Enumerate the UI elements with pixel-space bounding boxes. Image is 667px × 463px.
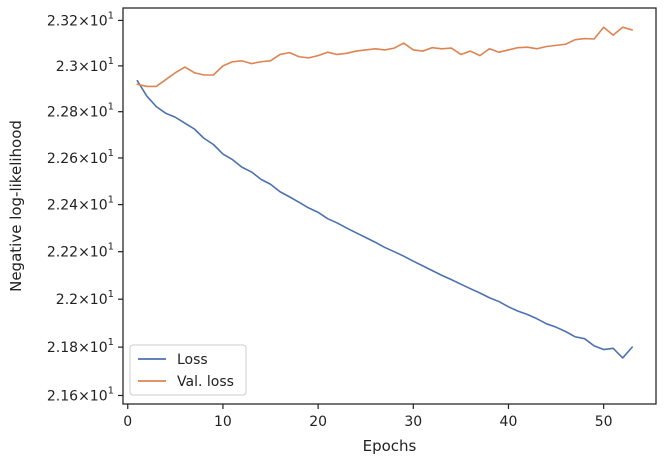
legend-box — [129, 344, 247, 396]
series-layer — [136, 26, 634, 359]
y-tick-label: 2.16×101 — [47, 385, 114, 404]
y-tick-label: 2.26×101 — [47, 148, 114, 167]
series-line-val-loss — [136, 26, 634, 88]
legend-label: Val. loss — [177, 374, 234, 390]
x-tick-label: 50 — [595, 414, 613, 430]
x-tick-label: 10 — [214, 414, 232, 430]
x-tick-label: 20 — [309, 414, 327, 430]
y-tick-label: 2.32×101 — [47, 10, 114, 29]
x-axis-ticks: 0 10 20 30 40 50 — [123, 404, 613, 430]
legend: Loss Val. loss — [129, 344, 247, 396]
y-tick-label: 2.28×101 — [47, 102, 114, 121]
plot-frame — [122, 7, 657, 405]
y-axis-label: Negative log-likelihood — [7, 120, 25, 292]
y-tick-label: 2.22×101 — [47, 242, 114, 261]
x-tick-label: 30 — [404, 414, 422, 430]
y-axis-ticks: 2.16×101 2.18×101 2.2×101 2.22×101 2.24×101 2… — [47, 10, 123, 404]
x-tick-label: 0 — [123, 414, 132, 430]
legend-label: Loss — [177, 352, 208, 368]
y-tick-label: 2.24×101 — [47, 195, 114, 214]
series-line-loss — [136, 79, 634, 359]
y-tick-label: 2.18×101 — [47, 337, 114, 356]
y-tick-label: 2.3×101 — [56, 56, 114, 75]
x-tick-label: 40 — [500, 414, 518, 430]
x-axis-label: Epochs — [363, 437, 417, 455]
y-tick-label: 2.2×101 — [56, 289, 114, 308]
